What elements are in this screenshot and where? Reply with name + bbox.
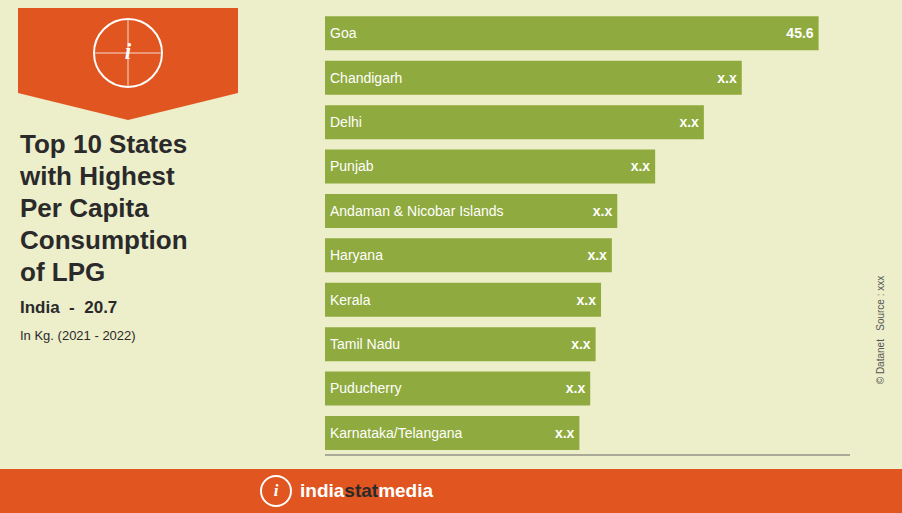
svg-text:x.x: x.x	[577, 292, 597, 308]
svg-text:Andaman & Nicobar Islands: Andaman & Nicobar Islands	[330, 203, 504, 219]
svg-text:x.x: x.x	[631, 158, 651, 174]
html-text:Per Capita: Per Capita	[20, 193, 149, 223]
svg-text:Karnataka/Telangana: Karnataka/Telangana	[330, 425, 463, 441]
svg-text:x.x: x.x	[593, 203, 613, 219]
html-text:Consumption: Consumption	[20, 225, 188, 255]
html-text:i: i	[273, 481, 279, 500]
svg-text:Punjab: Punjab	[330, 158, 374, 174]
svg-text:Delhi: Delhi	[330, 114, 362, 130]
svg-text:Haryana: Haryana	[330, 247, 383, 263]
svg-text:Goa: Goa	[330, 25, 357, 41]
svg-text:Puducherry: Puducherry	[330, 380, 402, 396]
html-text:with Highest: with Highest	[20, 161, 175, 191]
html-text:India - 20.7: India - 20.7	[20, 298, 118, 317]
html-text:© Datanet Source : xxx: © Datanet Source : xxx	[874, 275, 886, 385]
html-text:of LPG: of LPG	[20, 257, 106, 287]
svg-text:Chandigarh: Chandigarh	[330, 70, 402, 86]
svg-text:Tamil Nadu: Tamil Nadu	[330, 336, 400, 352]
svg-text:x.x: x.x	[679, 114, 699, 130]
html-text:In Kg. (2021 - 2022): In Kg. (2021 - 2022)	[20, 328, 136, 343]
svg-text:x.x: x.x	[587, 247, 607, 263]
svg-text:45.6: 45.6	[786, 25, 813, 41]
svg-text:i: i	[125, 39, 132, 64]
svg-text:Kerala: Kerala	[330, 292, 371, 308]
html-text:india stat media: india stat media	[300, 480, 434, 501]
html-text:Top 10 States: Top 10 States	[20, 129, 188, 159]
svg-text:x.x: x.x	[571, 336, 591, 352]
svg-text:x.x: x.x	[566, 380, 586, 396]
svg-text:x.x: x.x	[555, 425, 575, 441]
svg-text:x.x: x.x	[717, 70, 737, 86]
